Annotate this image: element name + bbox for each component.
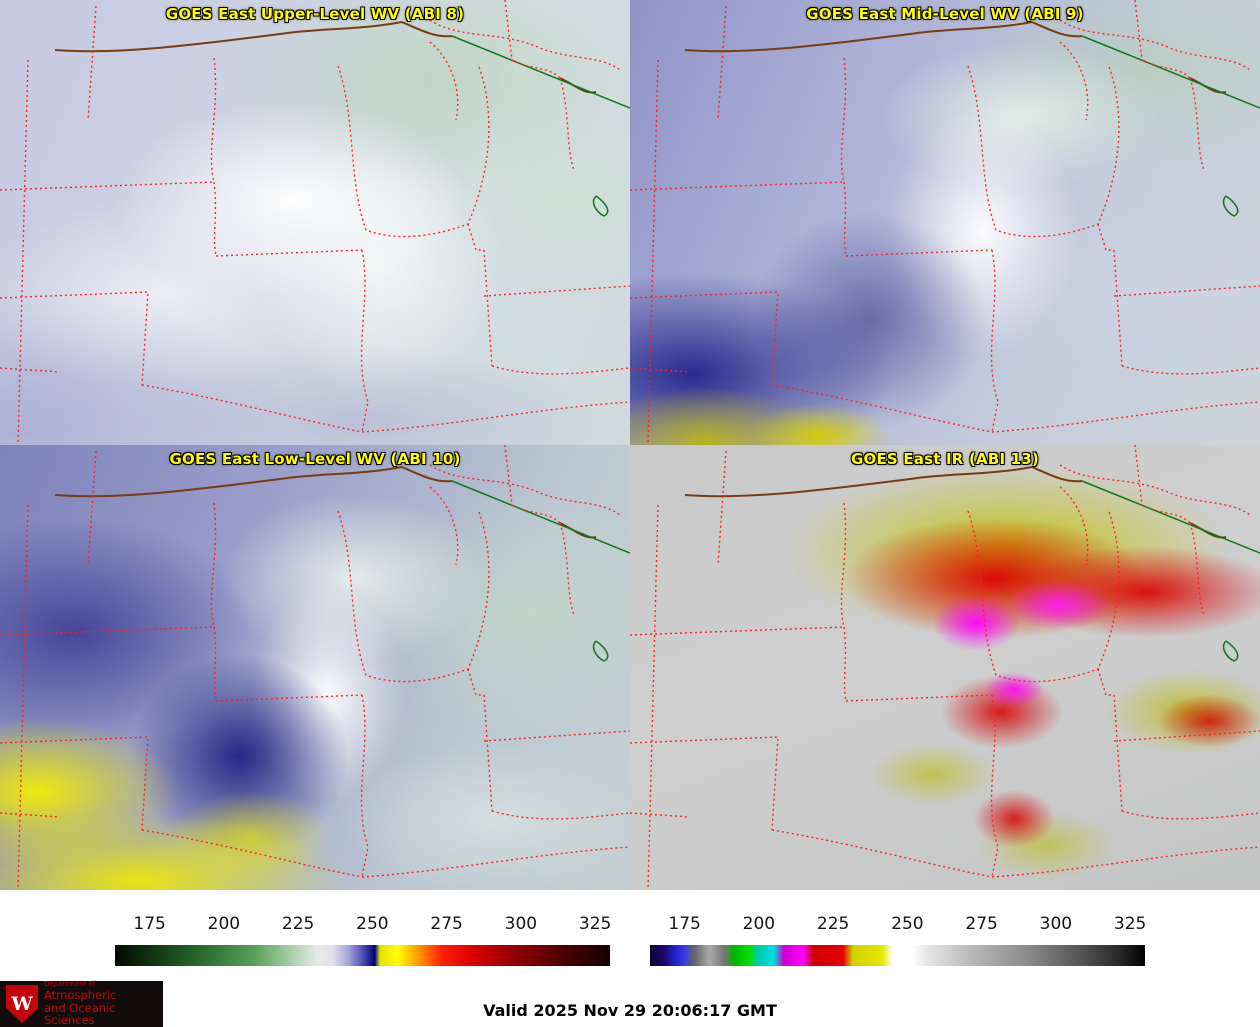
tick-label: 250 [891, 914, 924, 934]
colorbar-ir-ticks: 175 200 225 250 275 300 325 [650, 914, 1147, 936]
satellite-imagery-low-level-wv [0, 445, 630, 890]
colorbar-wv: 175 200 225 250 275 300 325 [115, 914, 612, 970]
panel-title-abi8: GOES East Upper-Level WV (ABI 8) [165, 5, 465, 23]
colorbar-row: 175 200 225 250 275 300 325 175 200 225 … [115, 914, 1147, 970]
panel-title-abi13: GOES East IR (ABI 13) [850, 450, 1039, 468]
panel-abi13: GOES East IR (ABI 13) [630, 445, 1260, 890]
tick-label: 175 [668, 914, 701, 934]
aos-department-logo: W Department of Atmospheric and Oceanic … [0, 981, 163, 1027]
satellite-quad: GOES East Upper-Level WV (ABI 8) GOES Ea… [0, 0, 1260, 890]
tick-label: 175 [133, 914, 166, 934]
logo-line2: and Oceanic Sciences [44, 1000, 116, 1027]
tick-label: 225 [816, 914, 850, 934]
panel-abi9: GOES East Mid-Level WV (ABI 9) [630, 0, 1260, 445]
tick-label: 300 [1039, 914, 1073, 934]
colorbar-ir: 175 200 225 250 275 300 325 [650, 914, 1147, 970]
tick-label: 275 [965, 914, 998, 934]
panel-title-abi9: GOES East Mid-Level WV (ABI 9) [806, 5, 1084, 23]
logo-text: Department of Atmospheric and Oceanic Sc… [44, 981, 157, 1027]
tick-label: 275 [430, 914, 463, 934]
satellite-imagery-mid-level-wv [630, 0, 1260, 445]
state-borders-overlay [0, 445, 630, 890]
tick-label: 250 [356, 914, 389, 934]
ir-colorbar-gradient [650, 945, 1145, 966]
tick-label: 325 [1113, 914, 1147, 934]
logo-dept-prefix: Department of [44, 980, 96, 989]
colorbar-wv-ticks: 175 200 225 250 275 300 325 [115, 914, 612, 936]
tick-label: 300 [504, 914, 538, 934]
state-borders-overlay [630, 445, 1260, 890]
satellite-imagery-ir [630, 445, 1260, 890]
logo-line1: Atmospheric [44, 987, 117, 1002]
wv-colorbar-gradient [115, 945, 610, 966]
tick-label: 225 [281, 914, 315, 934]
state-borders-overlay [630, 0, 1260, 445]
panel-title-abi10: GOES East Low-Level WV (ABI 10) [169, 450, 461, 468]
tick-label: 325 [578, 914, 612, 934]
valid-time-label: Valid 2025 Nov 29 20:06:17 GMT [483, 1001, 777, 1020]
footer: 175 200 225 250 275 300 325 175 200 225 … [0, 890, 1260, 1027]
panel-abi8: GOES East Upper-Level WV (ABI 8) [0, 0, 630, 445]
satellite-imagery-upper-level-wv [0, 0, 630, 445]
state-borders-overlay [0, 0, 630, 445]
tick-label: 200 [742, 914, 776, 934]
panel-abi10: GOES East Low-Level WV (ABI 10) [0, 445, 630, 890]
tick-label: 200 [207, 914, 241, 934]
